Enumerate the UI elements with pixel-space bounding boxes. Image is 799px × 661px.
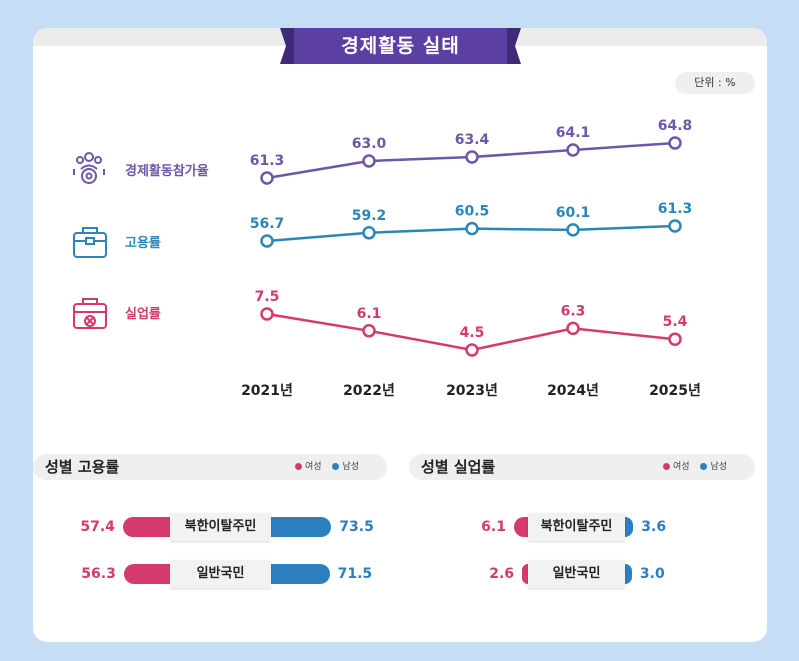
data-point-participation xyxy=(362,154,376,168)
data-point-unemployment xyxy=(362,324,376,338)
x-tick-label: 2025년 xyxy=(649,383,701,399)
data-label-employment: 59.2 xyxy=(352,208,387,224)
data-point-unemployment xyxy=(260,307,274,321)
data-point-unemployment xyxy=(465,343,479,357)
data-label-participation: 64.1 xyxy=(556,125,591,141)
data-label-participation: 63.0 xyxy=(352,136,387,152)
legend-dot-male xyxy=(700,463,708,470)
legend-item-female: 여성 xyxy=(295,462,322,472)
category-label: 북한이탈주민 xyxy=(170,513,271,541)
data-point-employment xyxy=(362,226,376,240)
value-label-female: 56.3 xyxy=(81,566,116,582)
people-gear-icon xyxy=(73,152,105,184)
series-label-employment: 고용률 xyxy=(125,235,161,251)
bar-male xyxy=(625,564,632,584)
data-point-employment xyxy=(566,223,580,237)
employment-by-gender-header: 성별 고용률 여성 남성 xyxy=(33,454,387,480)
data-point-unemployment xyxy=(566,321,580,336)
legend-dot-female xyxy=(295,463,302,470)
section-title: 성별 실업률 xyxy=(421,458,496,476)
unemployment-by-gender-header: 성별 실업률 여성 남성 xyxy=(409,454,755,480)
line-chart: 경제활동참가율 고용률 실업률 61.3 63.0 63.4 64.1 64.8 56.7… xyxy=(73,118,693,357)
line-layer: 61.3 63.0 63.4 64.1 64.8 56.7 59.2 60.5 60.1 61.3… xyxy=(250,118,693,357)
infographic-card: 경제활동 실태 단위 : % 경제활동참가율 고용률 실업률 xyxy=(33,28,767,642)
value-label-male: 71.5 xyxy=(337,566,373,582)
x-tick-label: 2021년 xyxy=(241,383,293,399)
value-label-female: 57.4 xyxy=(80,519,115,535)
bar-male xyxy=(625,517,634,537)
title-banner: 경제활동 실태 xyxy=(280,28,521,68)
value-label-male: 3.6 xyxy=(641,519,667,535)
legend-label: 여성 xyxy=(305,462,322,472)
data-point-participation xyxy=(668,136,682,150)
data-point-participation xyxy=(465,150,479,164)
legend-label: 남성 xyxy=(342,462,359,472)
data-point-unemployment xyxy=(668,332,682,346)
series-label-unemployment: 실업률 xyxy=(125,306,161,322)
bar-male xyxy=(271,564,330,584)
bar-female xyxy=(513,517,528,537)
unit-badge: 단위 : % xyxy=(675,72,755,94)
legend: 여성 남성 xyxy=(295,454,359,480)
value-label-male: 3.0 xyxy=(639,566,665,582)
legend-label: 여성 xyxy=(673,462,690,472)
data-label-employment: 61.3 xyxy=(658,201,693,217)
briefcase-icon xyxy=(73,227,107,258)
data-label-participation: 64.8 xyxy=(658,118,693,134)
x-tick-label: 2023년 xyxy=(446,383,498,399)
legend-item-female: 여성 xyxy=(663,462,690,472)
data-label-unemployment: 5.4 xyxy=(663,314,688,330)
data-label-participation: 61.3 xyxy=(250,153,285,169)
title-ribbon xyxy=(280,28,521,64)
data-point-participation xyxy=(566,143,580,157)
value-label-female: 2.6 xyxy=(489,566,515,582)
bar-female xyxy=(123,564,170,584)
data-point-employment xyxy=(260,234,274,248)
briefcase-x-icon xyxy=(73,298,107,329)
section-title: 성별 고용률 xyxy=(45,458,120,476)
category-label: 일반국민 xyxy=(528,560,625,588)
x-tick-label: 2022년 xyxy=(343,383,395,399)
x-tick-label: 2024년 xyxy=(547,383,599,399)
legend-item-male: 남성 xyxy=(332,462,359,472)
data-label-employment: 60.1 xyxy=(556,205,591,221)
legend-label: 남성 xyxy=(710,462,727,472)
page-title: 경제활동 실태 xyxy=(341,35,460,57)
bar-male xyxy=(271,517,332,537)
category-label: 일반국민 xyxy=(170,560,271,588)
data-label-unemployment: 6.3 xyxy=(561,303,586,319)
data-label-employment: 56.7 xyxy=(250,216,285,232)
data-point-employment xyxy=(668,219,682,233)
data-label-unemployment: 7.5 xyxy=(255,289,280,305)
data-point-participation xyxy=(260,171,274,185)
bar-female xyxy=(122,517,170,537)
legend-dot-female xyxy=(663,463,670,470)
value-label-female: 6.1 xyxy=(481,519,506,535)
data-label-participation: 63.4 xyxy=(455,132,490,148)
series-label-participation: 경제활동참가율 xyxy=(125,163,209,179)
category-label: 북한이탈주민 xyxy=(528,513,625,541)
data-point-employment xyxy=(465,221,479,236)
legend-dot-male xyxy=(332,463,340,470)
legend: 여성 남성 xyxy=(663,454,727,480)
data-label-unemployment: 4.5 xyxy=(460,325,485,341)
value-label-male: 73.5 xyxy=(339,519,374,535)
bar-female xyxy=(522,564,528,584)
data-label-unemployment: 6.1 xyxy=(357,306,382,322)
legend-item-male: 남성 xyxy=(700,462,727,472)
data-label-employment: 60.5 xyxy=(455,204,490,220)
